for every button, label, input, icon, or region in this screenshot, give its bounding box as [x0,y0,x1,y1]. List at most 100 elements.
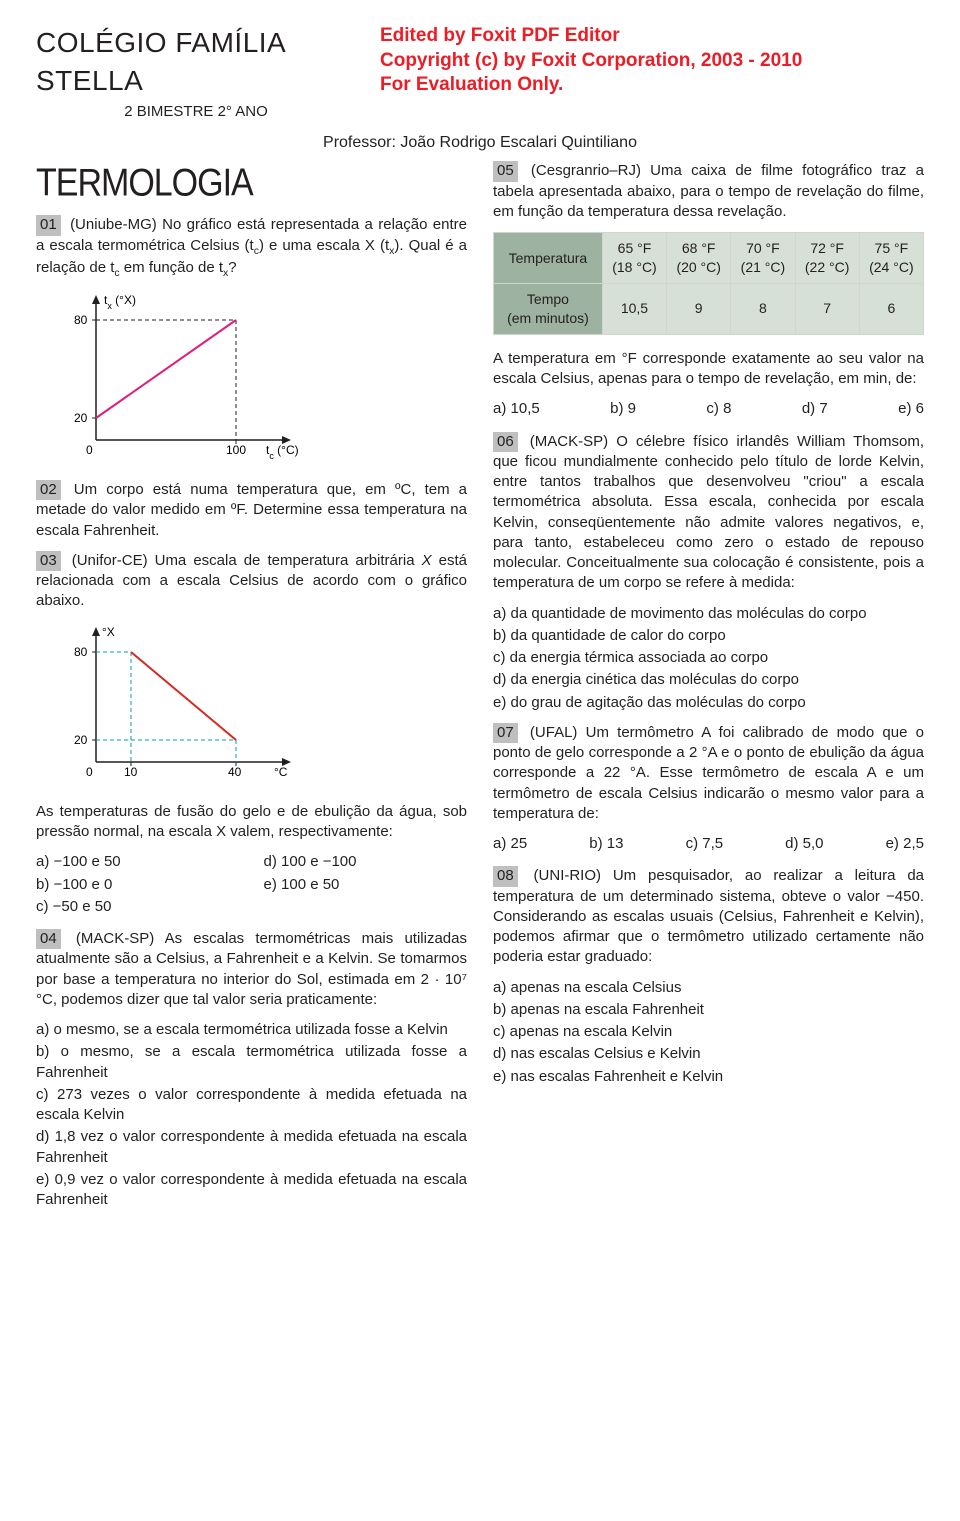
q08-opt-e: e) nas escalas Fahrenheit e Kelvin [493,1067,924,1087]
q07-opt-c: c) 7,5 [686,834,724,854]
q01-ylabel: tx (°X) [104,293,136,311]
q05-c2: 68 °F(20 °C) [667,233,731,284]
q05-r2-4: 7 [795,283,859,334]
q01-text: 01 (Uniube-MG) No gráfico está represent… [36,215,467,280]
svg-text:tc (°C): tc (°C) [266,443,299,460]
q05-table: Temperatura 65 °F(18 °C) 68 °F(20 °C) 70… [493,232,924,335]
svg-text:20: 20 [74,733,88,747]
q04-text: 04 (MACK-SP) As escalas termométricas ma… [36,929,467,1010]
svg-text:10: 10 [124,765,138,779]
column-left: TERMOLOGIA 01 (Uniube-MG) No gráfico est… [36,161,467,1212]
q01-chart-svg: tx (°X) 80 20 0 100 tc (°C) [56,290,316,460]
q06-opt-b: b) da quantidade de calor do corpo [493,626,924,646]
columns: TERMOLOGIA 01 (Uniube-MG) No gráfico est… [36,161,924,1212]
foxit-line-1: Edited by Foxit PDF Editor [380,24,924,49]
q07-opt-e: e) 2,5 [886,834,924,854]
school-name: COLÉGIO FAMÍLIA STELLA [36,24,356,100]
q03-text-b: X [422,552,432,569]
q01-chart: tx (°X) 80 20 0 100 tc (°C) [56,290,467,466]
q05-text: 05 (Cesgranrio–RJ) Uma caixa de filme fo… [493,161,924,222]
page: COLÉGIO FAMÍLIA STELLA 2 BIMESTRE 2° ANO… [0,0,960,1252]
q05-c4: 72 °F(22 °C) [795,233,859,284]
q06-opt-e: e) do grau de agitação das moléculas do … [493,693,924,713]
section-title: TERMOLOGIA [36,158,253,211]
q01-text-b: ) e uma escala X (t [259,237,389,254]
svg-text:80: 80 [74,313,88,327]
foxit-notice: Edited by Foxit PDF Editor Copyright (c)… [380,24,924,98]
svg-text:100: 100 [226,443,246,457]
svg-text:40: 40 [228,765,242,779]
bimester-line: 2 BIMESTRE 2° ANO [36,102,356,122]
q03-opt-b: b) −100 e 0 [36,875,240,895]
q06-text: 06 (MACK-SP) O célebre físico irlandês W… [493,432,924,594]
header: COLÉGIO FAMÍLIA STELLA 2 BIMESTRE 2° ANO… [36,24,924,122]
q04-opt-a: a) o mesmo, se a escala termométrica uti… [36,1020,467,1040]
q05-opt-e: e) 6 [898,399,924,419]
q05-r2-5: 6 [859,283,923,334]
q08-answers: a) apenas na escala Celsius b) apenas na… [493,978,924,1087]
svg-text:°X: °X [102,625,115,639]
q07-text: 07 (UFAL) Um termômetro A foi calibrado … [493,723,924,824]
q01-text-e: ? [228,259,236,276]
professor-line: Professor: João Rodrigo Escalari Quintil… [36,132,924,154]
q08-opt-b: b) apenas na escala Fahrenheit [493,1000,924,1020]
q05-opt-a: a) 10,5 [493,399,540,419]
q07-body: (UFAL) Um termômetro A foi calibrado de … [493,724,924,822]
q04-answers: a) o mesmo, se a escala termométrica uti… [36,1020,467,1210]
q06-opt-d: d) da energia cinética das moléculas do … [493,670,924,690]
svg-text:20: 20 [74,411,88,425]
q04-opt-c: c) 273 vezes o valor correspondente à me… [36,1085,467,1126]
svg-text:0: 0 [86,765,93,779]
q08-opt-c: c) apenas na escala Kelvin [493,1022,924,1042]
q03-answers: a) −100 e 50 d) 100 e −100 b) −100 e 0 e… [36,852,467,917]
q05-c1: 65 °F(18 °C) [602,233,666,284]
q05-opt-b: b) 9 [610,399,636,419]
q04-num: 04 [36,929,61,949]
q05-c3: 70 °F(21 °C) [731,233,795,284]
q07-opt-d: d) 5,0 [785,834,823,854]
q06-opt-c: c) da energia térmica associada ao corpo [493,648,924,668]
svg-text:°C: °C [274,765,288,779]
q05-text-after: A temperatura em °F corresponde exatamen… [493,349,924,390]
q02-body: Um corpo está numa temperatura que, em º… [36,481,467,539]
q04-body: (MACK-SP) As escalas termométricas mais … [36,930,467,1008]
q08-body: (UNI-RIO) Um pesquisador, ao realizar a … [493,867,924,965]
svg-text:80: 80 [74,645,88,659]
foxit-line-2: Copyright (c) by Foxit Corporation, 2003… [380,49,924,74]
q05-th-time: Tempo(em minutos) [494,283,603,334]
q05-th-temp: Temperatura [494,233,603,284]
q06-answers: a) da quantidade de movimento das molécu… [493,604,924,713]
q08-opt-d: d) nas escalas Celsius e Kelvin [493,1044,924,1064]
q08-text: 08 (UNI-RIO) Um pesquisador, ao realizar… [493,866,924,967]
q02-text: 02 Um corpo está numa temperatura que, e… [36,480,467,541]
q03-chart-svg: °X 80 20 0 10 40 °C [56,622,316,782]
q05-answers: a) 10,5 b) 9 c) 8 d) 7 e) 6 [493,399,924,419]
q08-opt-a: a) apenas na escala Celsius [493,978,924,998]
q06-opt-a: a) da quantidade de movimento das molécu… [493,604,924,624]
q06-body: (MACK-SP) O célebre físico irlandês Will… [493,433,924,592]
q07-opt-b: b) 13 [589,834,623,854]
q05-r2-2: 9 [667,283,731,334]
q07-answers: a) 25 b) 13 c) 7,5 d) 5,0 e) 2,5 [493,834,924,854]
q05-c5: 75 °F(24 °C) [859,233,923,284]
q01-text-d: em função de t [120,259,223,276]
q05-body: (Cesgranrio–RJ) Uma caixa de filme fotog… [493,162,924,220]
q03-opt-c: c) −50 e 50 [36,897,240,917]
q07-num: 07 [493,723,518,743]
q02-num: 02 [36,480,61,500]
q03-opt-a: a) −100 e 50 [36,852,240,872]
q03-text: 03 (Unifor-CE) Uma escala de temperatura… [36,551,467,612]
header-left: COLÉGIO FAMÍLIA STELLA 2 BIMESTRE 2° ANO [36,24,356,122]
q04-opt-e: e) 0,9 vez o valor correspondente à medi… [36,1170,467,1211]
q03-num: 03 [36,551,61,571]
q01-num: 01 [36,215,61,235]
q03-text-a: (Unifor-CE) Uma escala de temperatura ar… [72,552,422,569]
q06-num: 06 [493,432,518,452]
q03-opt-d: d) 100 e −100 [264,852,468,872]
q03-opt-e: e) 100 e 50 [264,875,468,895]
q07-opt-a: a) 25 [493,834,527,854]
q05-r2-3: 8 [731,283,795,334]
column-right: 05 (Cesgranrio–RJ) Uma caixa de filme fo… [493,161,924,1212]
q04-opt-d: d) 1,8 vez o valor correspondente à medi… [36,1127,467,1168]
q08-num: 08 [493,866,518,886]
